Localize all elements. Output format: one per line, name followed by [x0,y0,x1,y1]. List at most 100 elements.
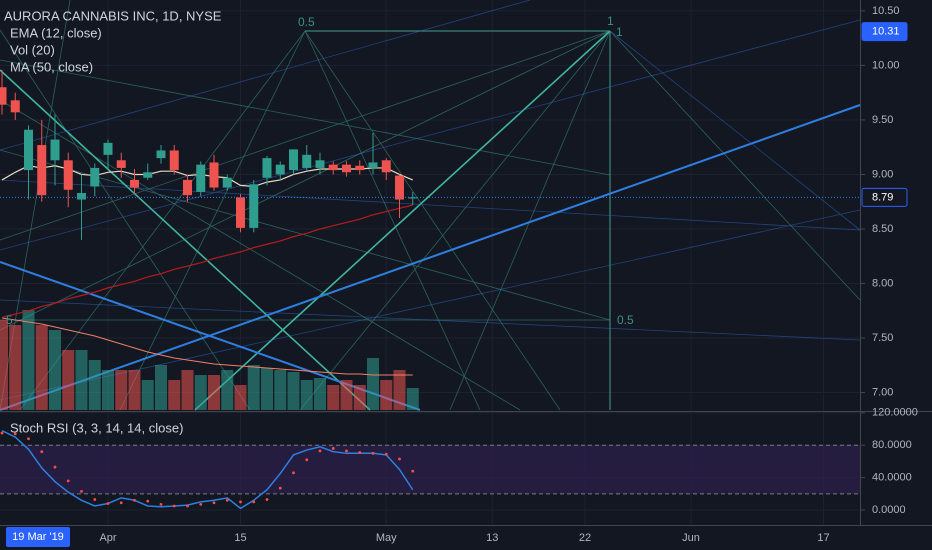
volume-bar [0,320,8,410]
band-fill [0,445,860,494]
y-tick-label: 0.0000 [872,504,906,516]
gann-line [304,30,561,411]
candle-body [169,150,179,171]
time-axis [0,526,932,550]
y-tick-label: 40.0000 [872,472,912,484]
d-dot [358,451,362,454]
d-dot [239,500,242,504]
k-line [1,429,414,510]
candle-body [395,175,404,200]
gann-line [194,30,611,411]
gann-line [0,30,611,331]
annotation: 0.5 [298,15,315,29]
fan-line [0,209,861,401]
fan-line [0,179,861,231]
d-dot [146,499,150,503]
candle-body [37,145,47,196]
d-dot [252,500,256,504]
candle-body [302,154,312,168]
gann-line [304,30,481,411]
text-layer: AURORA CANNABIS INC, 1D, NYSE EMA (12, c… [4,8,634,435]
gann-line [0,30,611,241]
y-tick-label: 120.0000 [872,407,918,419]
volume-bar [194,375,207,410]
candle-body [222,177,232,188]
candle-body [289,149,298,171]
d-dot [172,504,176,508]
candle-body [90,167,100,187]
d-dot [398,457,401,461]
x-tick-label: 22 [579,532,591,544]
volume-bar [22,310,35,410]
candle-body [50,139,60,161]
candle-body [315,160,325,168]
d-dot [371,451,375,455]
candle-body [408,197,418,199]
marks-layer [0,69,860,510]
annotation: 5 [6,313,13,327]
volume-bar [380,380,393,410]
volume-bar [102,370,114,410]
gann-line [0,59,611,176]
x-tick-label: Jun [682,532,700,544]
chart-title: AURORA CANNABIS INC, 1D, NYSE [4,8,222,23]
candle-body [209,162,219,188]
candle-body [156,150,166,159]
d-dot [159,502,163,506]
annotation: 1 [616,25,623,39]
candle-body [77,193,86,200]
volume-bar [406,388,419,410]
candle-body [0,87,7,105]
volume-bar [300,380,313,410]
volume-bar [155,365,167,410]
d-dot [40,450,44,454]
volume-bar [367,358,379,410]
gann-line [0,149,611,321]
volume-bar [49,330,61,410]
volume-bar [88,360,101,410]
d-dot [133,498,136,502]
fan-line [0,0,531,151]
d-dot [345,449,348,453]
candle-body [63,160,73,190]
candle-body [368,162,378,168]
d-dot [411,469,415,473]
gann-line [299,30,611,411]
volume-bar [274,370,287,410]
gann-drawing [0,0,861,411]
candle-body [24,129,33,171]
candle-body [183,179,192,196]
candle-body [328,164,338,171]
volume-bar [287,372,300,410]
volume-bar [75,350,88,410]
price-label: 10.31 [872,26,900,38]
fan-line [609,30,861,231]
d-dot [119,501,123,505]
d-dot [80,489,83,493]
d-dot [318,449,322,453]
volume-bar [115,370,128,410]
volume-bar [35,325,48,410]
candle-body [116,160,126,168]
d-dot [212,501,216,505]
d-dot [331,447,335,450]
volume-bar [181,370,194,410]
y-tick-label: 10.50 [872,5,900,17]
volume-bar [353,385,366,410]
legend-entry: EMA (12, close) [10,25,102,40]
legend-entry: Vol (20) [10,42,55,57]
y-tick-label: 9.50 [872,114,893,126]
y-tick-label: 9.00 [872,168,893,180]
d-dot [106,502,110,505]
d-dot [66,479,70,483]
volume-bar [62,350,75,410]
candle-body [143,172,153,178]
volume-ma-line [1,317,413,376]
candle-body [196,164,206,192]
d-dot [265,498,269,501]
volume-bar [9,325,22,410]
crosshair-box [6,527,70,547]
y-tick-label: 8.50 [872,223,893,235]
